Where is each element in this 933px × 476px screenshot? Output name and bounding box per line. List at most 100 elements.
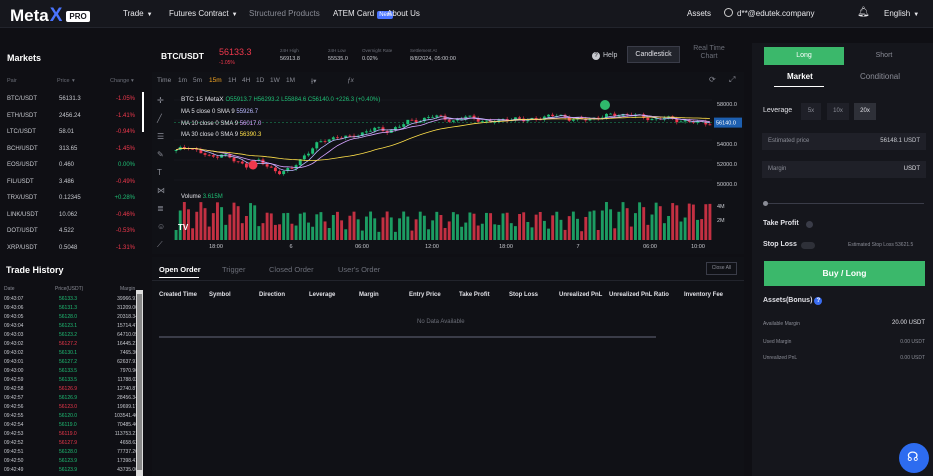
history-time: 09:43:03 (4, 332, 24, 338)
slider-handle[interactable] (763, 201, 768, 206)
volume-label: Volume 3.615M (181, 194, 223, 200)
market-row[interactable]: BTC/USDT 56131.3 -1.05% (7, 96, 135, 106)
tab-closed-order[interactable]: Closed Order (269, 265, 314, 274)
logo-x-icon: X (49, 5, 63, 26)
volume-bar (427, 229, 430, 240)
nav-assets[interactable]: Assets (687, 9, 712, 18)
leverage-5x[interactable]: 5x (801, 103, 821, 120)
realtime-chart-button[interactable]: Real Time Chart (693, 45, 725, 60)
market-row[interactable]: ETH/USDT 2456.24 -1.41% (7, 113, 135, 123)
nav-structured[interactable]: Structured Products (249, 9, 320, 18)
volume-bar (385, 211, 389, 240)
candlestick-button[interactable]: Candlestick (627, 46, 680, 63)
hlines-icon[interactable]: ☰ (157, 132, 165, 141)
pair-title[interactable]: BTC/USDT (161, 51, 204, 61)
ma5-line (175, 114, 710, 172)
leverage-20x[interactable]: 20x (854, 103, 876, 120)
history-row: 09:42:57 56126.9 28456.34 (4, 395, 140, 404)
refresh-icon[interactable]: ⟳ (709, 75, 716, 84)
candle-plot[interactable]: 58000.056000.054000.052000.050000.04M2M5… (174, 90, 744, 254)
volume-bar (563, 229, 567, 240)
chart-type-icon[interactable]: ⫲▾ (311, 78, 317, 85)
emoji-icon[interactable]: ☺ (157, 222, 166, 231)
candle-body (646, 117, 650, 121)
trendline-icon[interactable]: ╱ (157, 114, 162, 123)
short-tab[interactable]: Short (875, 52, 893, 59)
logo[interactable]: Meta X PRO (10, 5, 90, 27)
user-menu[interactable]: d**@edutek.company (724, 8, 815, 18)
margin-slider[interactable] (764, 203, 924, 204)
fib-icon[interactable]: ≣ (157, 204, 164, 213)
market-row[interactable]: LINK/USDT 10.062 -0.46% (7, 212, 135, 222)
history-time: 09:43:05 (4, 314, 24, 320)
market-tab[interactable]: Market (787, 72, 813, 81)
help-link[interactable]: ? Help (592, 52, 617, 60)
stop-loss-toggle[interactable] (801, 242, 815, 249)
margin-input[interactable]: Margin USDT (762, 161, 926, 178)
volume-bar (662, 223, 666, 240)
nav-about[interactable]: About Us (387, 9, 420, 18)
fullscreen-icon[interactable]: ⤢ (729, 75, 736, 84)
scroll-thumb[interactable] (137, 294, 142, 470)
market-row[interactable]: BCH/USDT 313.65 -1.45% (7, 146, 135, 156)
candle-body (406, 119, 410, 125)
volume-bar (327, 228, 331, 240)
bell-icon[interactable]: 🔔︎ (857, 7, 870, 18)
interval-1mo[interactable]: 1M (286, 77, 296, 84)
interval-5m[interactable]: 5m (193, 77, 203, 84)
tab-users-order[interactable]: User's Order (338, 265, 381, 274)
volume-bar (232, 202, 236, 240)
volume-bar (505, 212, 509, 240)
market-row[interactable]: TRX/USDT 0.12345 +0.28% (7, 195, 135, 205)
horizontal-scrollbar[interactable] (159, 336, 656, 338)
market-price: 0.5048 (59, 244, 78, 251)
tab-open-order[interactable]: Open Order (159, 265, 201, 274)
chevron-down-icon: ▼ (913, 12, 920, 18)
brush-icon[interactable]: ✎ (157, 150, 164, 159)
interval-1d[interactable]: 1D (256, 77, 265, 84)
language-select[interactable]: English ▼ (884, 9, 920, 18)
take-profit-toggle[interactable] (806, 221, 813, 228)
col-unrealized-pnl: Unrealized PnL (559, 292, 603, 298)
market-change: -0.49% (115, 178, 135, 185)
interval-1m[interactable]: 1m (178, 77, 188, 84)
tab-trigger[interactable]: Trigger (222, 265, 246, 274)
nav-atem-card[interactable]: ATEM Card New (333, 9, 394, 19)
market-change: -0.53% (115, 228, 135, 234)
history-time: 09:43:06 (4, 305, 24, 311)
interval-15m[interactable]: 15m (209, 77, 222, 84)
support-chat-button[interactable]: ☊ (899, 443, 929, 473)
nav-futures[interactable]: Futures Contract ▼ (169, 9, 238, 18)
indicators-icon[interactable]: ƒx (347, 77, 354, 84)
market-row[interactable]: XRP/USDT 0.5048 -1.31% (7, 245, 135, 255)
market-row[interactable]: DOT/USDT 4.522 -0.53% (7, 228, 135, 238)
market-row[interactable]: FIL/USDT 3.486 -0.49% (7, 179, 135, 189)
candle-body (609, 113, 613, 115)
ruler-icon[interactable]: ⟋ (157, 240, 163, 249)
history-price: 56123.9 (59, 458, 78, 464)
buy-long-button[interactable]: Buy / Long (764, 261, 925, 286)
volume-bar (675, 205, 679, 240)
volume-bar (294, 225, 298, 240)
markets-scrollbar[interactable] (142, 92, 144, 132)
crosshair-icon[interactable]: ✛ (157, 96, 164, 105)
conditional-tab[interactable]: Conditional (860, 72, 901, 81)
history-scrollbar[interactable] (136, 290, 143, 476)
long-tab[interactable]: Long (764, 47, 844, 65)
interval-1w[interactable]: 1W (270, 77, 280, 84)
volume-bar (257, 226, 261, 240)
price-chart[interactable]: Time 1m 5m 15m 1H 4H 1D 1W 1M ⫲▾ ƒx ⟳ ⤢ … (152, 72, 744, 254)
leverage-10x[interactable]: 10x (827, 103, 849, 120)
interval-1h[interactable]: 1H (228, 77, 237, 84)
market-row[interactable]: LTC/USDT 58.01 -0.94% (7, 129, 135, 139)
pattern-icon[interactable]: ⋈ (157, 186, 165, 195)
text-icon[interactable]: T (157, 168, 162, 177)
history-price: 56133.5 (59, 377, 78, 383)
close-all-button[interactable]: Close All (706, 262, 737, 275)
interval-4h[interactable]: 4H (242, 77, 251, 84)
candle-body (485, 120, 488, 122)
market-row[interactable]: EOS/USDT 0.460 0.00% (7, 162, 135, 172)
nav-trade[interactable]: Trade ▼ (123, 9, 153, 18)
volume-bar (617, 211, 621, 240)
candle-body (340, 137, 344, 139)
